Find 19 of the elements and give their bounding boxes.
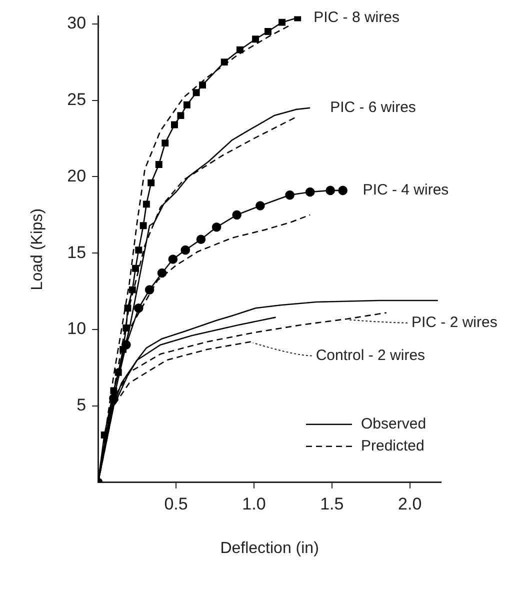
y-tick-label: 25	[67, 90, 86, 109]
y-tick-label: 30	[67, 14, 86, 33]
annotation: PIC - 2 wires	[411, 314, 498, 331]
annotation: PIC - 6 wires	[330, 99, 416, 116]
x-tick-label: 1.5	[320, 494, 344, 514]
x-tick-label: 0.5	[164, 494, 188, 514]
y-tick-label: 10	[67, 319, 86, 338]
annotation: Control - 2 wires	[316, 346, 426, 364]
x-tick-label: 1.0	[242, 494, 266, 514]
annotation: PIC - 4 wires	[362, 182, 449, 199]
legend-label: Predicted	[361, 438, 424, 455]
y-tick-label: 15	[67, 242, 86, 262]
annotation: PIC - 8 wires	[314, 8, 400, 26]
legend-label: Observed	[361, 416, 426, 433]
x-tick-label: 2.0	[398, 494, 422, 514]
y-axis-title: Load (Kips)	[29, 208, 46, 290]
y-tick-label: 5	[76, 396, 86, 415]
y-tick-label: 20	[67, 166, 86, 186]
x-axis-title: Deflection (in)	[220, 540, 319, 557]
